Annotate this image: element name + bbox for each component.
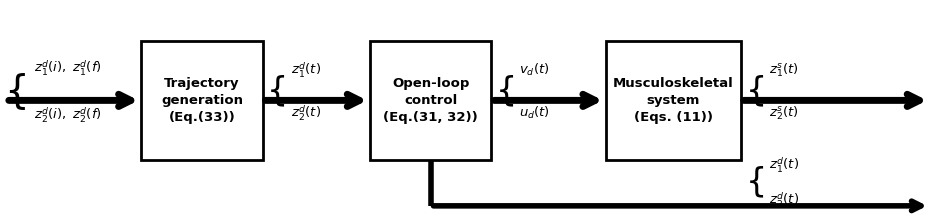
Text: $z_1^s(t)$: $z_1^s(t)$ [769, 61, 798, 79]
Text: $u_d(t)$: $u_d(t)$ [519, 105, 550, 121]
Text: $v_d(t)$: $v_d(t)$ [519, 62, 549, 78]
Text: $\{$: $\{$ [745, 165, 764, 200]
Text: $\{$: $\{$ [745, 74, 764, 109]
Text: $z_2^d(t)$: $z_2^d(t)$ [769, 190, 799, 210]
Text: $z_2^d(t)$: $z_2^d(t)$ [291, 104, 321, 123]
Bar [141, 41, 263, 160]
Text: Trajectory
generation
(Eq.(33)): Trajectory generation (Eq.(33)) [161, 77, 243, 124]
Text: $\{$: $\{$ [4, 71, 26, 112]
Text: $\{$: $\{$ [267, 74, 285, 109]
Text: $z_2^d(i),\; z_2^d(f)$: $z_2^d(i),\; z_2^d(f)$ [34, 106, 102, 125]
Bar [370, 41, 491, 160]
Text: Musculoskeletal
system
(Eqs. (11)): Musculoskeletal system (Eqs. (11)) [613, 77, 734, 124]
Bar [606, 41, 741, 160]
Text: $\{$: $\{$ [495, 74, 514, 109]
Text: $z_1^d(t)$: $z_1^d(t)$ [291, 61, 321, 80]
Text: $z_2^s(t)$: $z_2^s(t)$ [769, 105, 798, 122]
Text: $z_1^d(i),\; z_1^d(f)$: $z_1^d(i),\; z_1^d(f)$ [34, 58, 102, 78]
Text: $z_1^d(t)$: $z_1^d(t)$ [769, 156, 799, 175]
Text: Open-loop
control
(Eq.(31, 32)): Open-loop control (Eq.(31, 32)) [384, 77, 478, 124]
